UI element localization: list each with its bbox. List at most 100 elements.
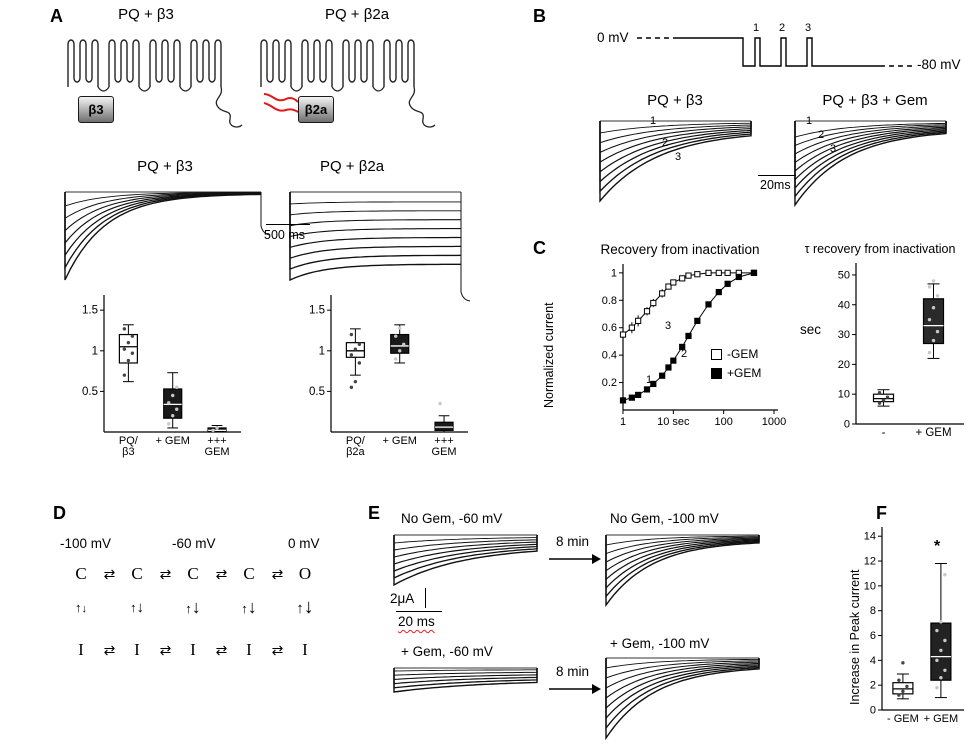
state-c1: C bbox=[75, 564, 87, 583]
equilibrium-arrow-icon: ⇄ bbox=[271, 565, 284, 582]
svg-text:- GEM: - GEM bbox=[887, 713, 919, 725]
svg-text:β2a: β2a bbox=[346, 446, 365, 458]
down-arrow-icon: ↓ bbox=[191, 597, 201, 617]
state-i3: I bbox=[190, 640, 196, 659]
svg-text:0.4: 0.4 bbox=[602, 350, 617, 362]
legend-gem-label: +GEM bbox=[727, 366, 762, 380]
cartoon-left-title: PQ + β3 bbox=[118, 6, 174, 23]
time-scalebar-label: 500 ms bbox=[264, 228, 305, 242]
cartoon-right-title: PQ + β2a bbox=[324, 6, 390, 23]
svg-text:0.5: 0.5 bbox=[309, 386, 325, 398]
state-c4: C bbox=[243, 564, 255, 583]
svg-text:40: 40 bbox=[838, 299, 850, 311]
trace-right-title: PQ + β2a bbox=[319, 158, 385, 175]
voltage-protocol bbox=[637, 37, 913, 67]
trace-left-title: PQ + β3 bbox=[137, 158, 193, 175]
down-arrow-icon: ↓ bbox=[81, 602, 88, 615]
tau-boxplot: 0 10 20 30 40 50 - + GEM bbox=[838, 263, 964, 439]
svg-text:+ GEM: + GEM bbox=[155, 435, 190, 447]
up-arrow-icon: ↑ bbox=[185, 601, 192, 616]
voltage-minus60: -60 mV bbox=[172, 536, 216, 551]
right-arrow-icon bbox=[549, 684, 601, 694]
beta2a-tag-text: β2a bbox=[304, 102, 328, 117]
e-traces-no-gem-100 bbox=[605, 534, 760, 608]
beta3-tag-text: β3 bbox=[88, 102, 104, 117]
e-traces-no-gem-60 bbox=[393, 534, 538, 587]
time-scalebar-line bbox=[266, 224, 310, 225]
e-current-scalebar-label: 2μA bbox=[390, 591, 415, 606]
svg-text:0.6: 0.6 bbox=[602, 322, 617, 334]
beta2a-subunit-tag: β2a bbox=[298, 96, 334, 123]
protocol-minus80mv-label: -80 mV bbox=[917, 57, 961, 72]
state-i5: I bbox=[302, 640, 308, 659]
closed-states-row: C ⇄ C ⇄ C ⇄ C ⇄ O bbox=[68, 564, 318, 584]
open-square-icon bbox=[711, 348, 722, 360]
recovery-plot-title: Recovery from inactivation bbox=[600, 242, 760, 257]
voltage-minus100: -100 mV bbox=[60, 536, 112, 551]
svg-text:+++: +++ bbox=[207, 435, 226, 447]
svg-text:+ GEM: + GEM bbox=[382, 435, 417, 447]
svg-text:12: 12 bbox=[864, 556, 876, 568]
updown-arrows-5: ↑↓ bbox=[292, 596, 318, 619]
e-traces-gem-60 bbox=[393, 667, 538, 693]
updown-arrows-4: ↑↓ bbox=[236, 597, 262, 618]
beta3-boxplot: 0.5 1 1.5 PQ/β3 + GEM +++GEM bbox=[82, 295, 241, 458]
svg-text:GEM: GEM bbox=[205, 446, 230, 458]
inactivated-states-row: I ⇄ I ⇄ I ⇄ I ⇄ I bbox=[68, 640, 318, 660]
e-br-title: + Gem, -100 mV bbox=[610, 636, 710, 651]
svg-text:1: 1 bbox=[611, 267, 617, 279]
svg-text:0.5: 0.5 bbox=[82, 386, 98, 398]
beta3-subunit-tag: β3 bbox=[78, 96, 114, 123]
svg-text:10: 10 bbox=[838, 389, 850, 401]
e-arrow-label-top: 8 min bbox=[556, 534, 590, 549]
protocol-pulse-3: 3 bbox=[805, 22, 812, 34]
up-arrow-icon: ↑ bbox=[75, 599, 82, 615]
panel-b-label: B bbox=[533, 6, 546, 26]
svg-text:8: 8 bbox=[870, 605, 876, 617]
svg-text:10: 10 bbox=[864, 580, 876, 592]
filled-square-icon bbox=[711, 367, 722, 379]
svg-text:30: 30 bbox=[838, 329, 850, 341]
svg-text:-: - bbox=[882, 427, 886, 439]
svg-text:+++: +++ bbox=[434, 435, 453, 447]
b-trace-num-3: 3 bbox=[675, 151, 682, 163]
beta2a-boxplot: 0.5 1 1.5 PQ/β2a + GEM +++GEM bbox=[309, 295, 468, 458]
svg-text:50: 50 bbox=[838, 269, 850, 281]
svg-text:PQ/: PQ/ bbox=[119, 435, 139, 447]
tau-plot-title: τ recovery from inactivation bbox=[804, 242, 956, 256]
svg-text:1.5: 1.5 bbox=[82, 305, 98, 317]
updown-arrows-1: ↑↓ bbox=[68, 599, 94, 617]
b-traces-no-gem bbox=[599, 120, 752, 203]
b-right-title: PQ + β3 + Gem bbox=[822, 92, 928, 109]
svg-text:100: 100 bbox=[714, 416, 732, 428]
panel-c-label: C bbox=[533, 238, 546, 258]
state-i1: I bbox=[78, 640, 84, 659]
vertical-arrows-row: ↑↓ ↑↓ ↑↓ ↑↓ ↑↓ bbox=[68, 596, 318, 619]
significance-asterisk: * bbox=[934, 538, 941, 555]
e-time-scalebar-label: 20 ms bbox=[398, 614, 435, 629]
svg-text:1: 1 bbox=[92, 345, 98, 357]
beta2a-current-traces bbox=[289, 191, 471, 302]
panel-a-label: A bbox=[50, 6, 63, 26]
equilibrium-arrow-icon: ⇄ bbox=[159, 641, 172, 658]
right-arrow-icon bbox=[549, 554, 601, 564]
beta3-current-traces bbox=[64, 191, 271, 281]
beta2a-topology-cartoon bbox=[260, 39, 436, 128]
e-tr-title: No Gem, -100 mV bbox=[610, 511, 719, 526]
e-traces-gem-100 bbox=[605, 657, 760, 741]
e-time-scalebar-line bbox=[396, 611, 442, 612]
svg-text:4: 4 bbox=[870, 655, 876, 667]
state-i4: I bbox=[246, 640, 252, 659]
equilibrium-arrow-icon: ⇄ bbox=[159, 565, 172, 582]
svg-text:14: 14 bbox=[864, 531, 876, 543]
svg-text:1: 1 bbox=[620, 416, 626, 428]
svg-text:1000: 1000 bbox=[762, 416, 786, 428]
b-trace-num-3b: 3 bbox=[830, 143, 837, 155]
panel-e-label: E bbox=[368, 503, 381, 523]
svg-text:6: 6 bbox=[870, 630, 876, 642]
voltage-zero: 0 mV bbox=[288, 536, 320, 551]
svg-text:β3: β3 bbox=[122, 446, 134, 458]
f-boxplot: 0 2 4 6 8 10 12 14 - GEM + GEM bbox=[864, 527, 964, 725]
svg-text:GEM: GEM bbox=[432, 446, 457, 458]
